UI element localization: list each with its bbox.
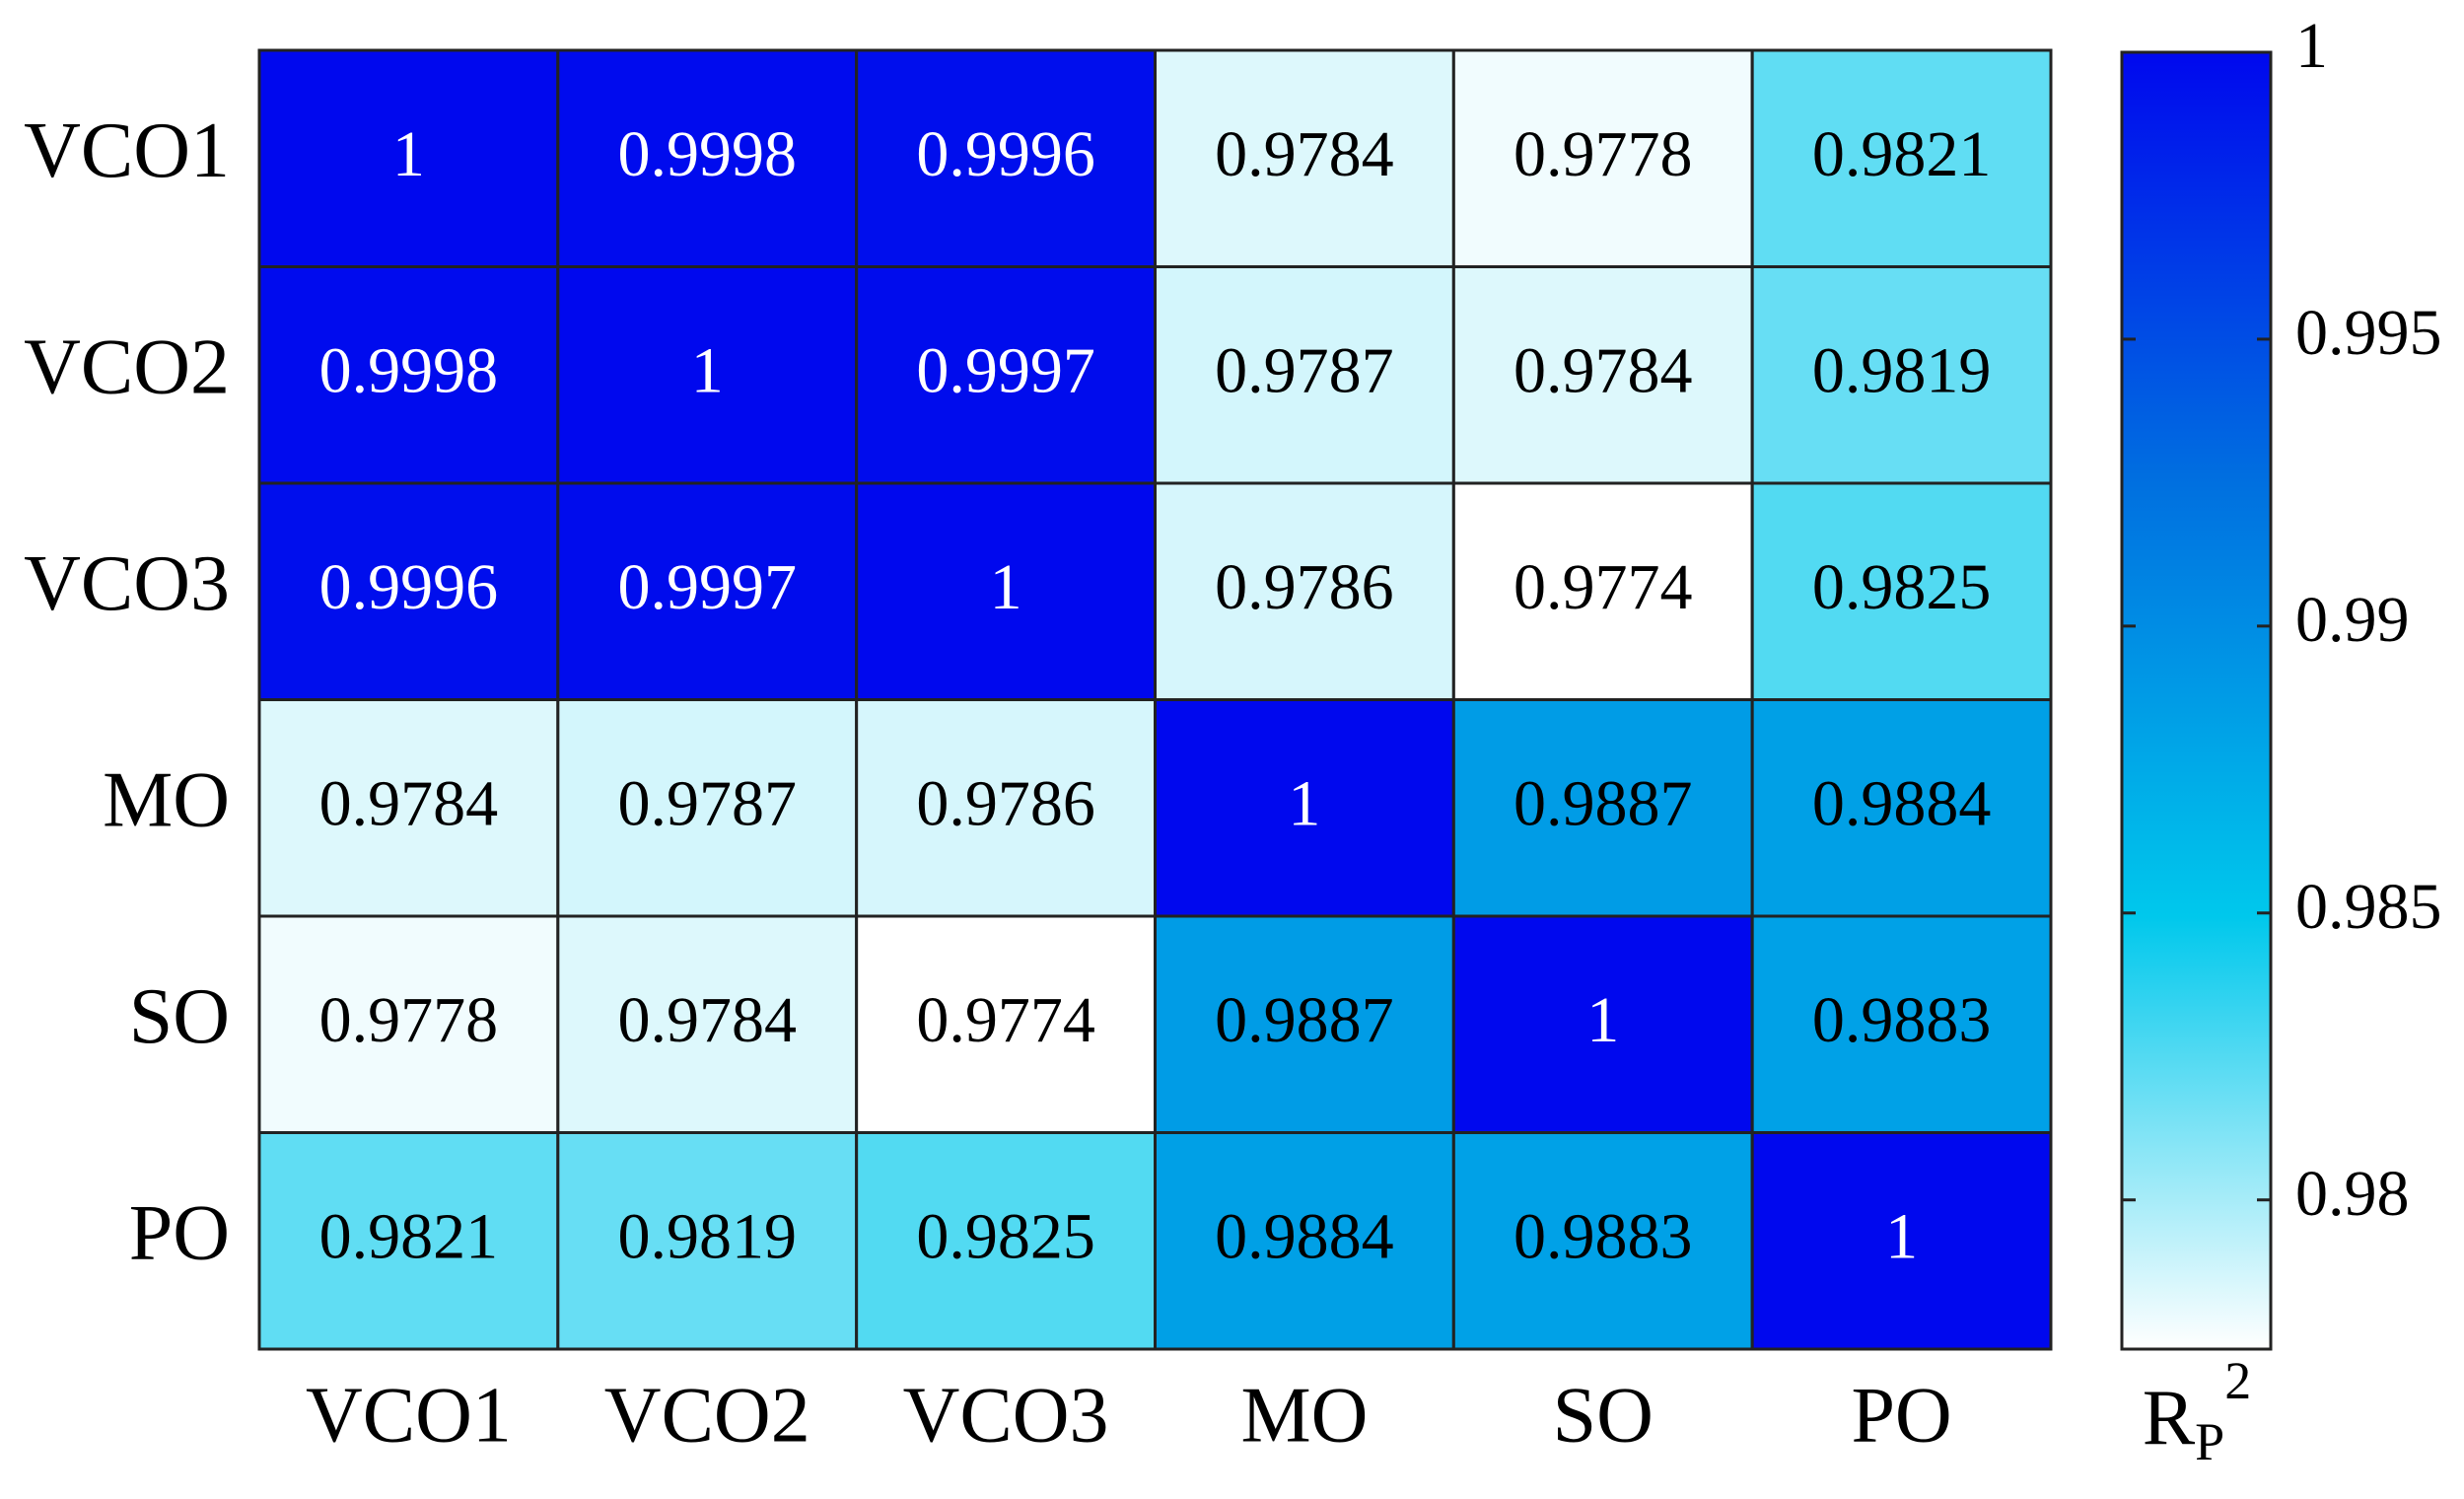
cell-label: 1 [990, 551, 1022, 623]
cell-label: 0.9821 [1812, 118, 1992, 190]
cell-label: 0.9784 [1215, 118, 1394, 190]
cell-label: 0.9778 [319, 984, 499, 1056]
heatmap-cell [1451, 698, 1754, 918]
cell-label: 0.9998 [618, 118, 798, 190]
cell-label: 0.9883 [1514, 1200, 1693, 1272]
plot-frame [257, 48, 2053, 1351]
heatmap-cell [556, 481, 859, 701]
heatmap-cell [1750, 1131, 2053, 1351]
cell-label: 0.9996 [916, 118, 1095, 190]
colorbar-tick-label: 1 [2295, 10, 2328, 82]
cell-label: 1 [1586, 984, 1619, 1056]
colorbar [2122, 52, 2271, 1349]
heatmap-cell [257, 914, 560, 1134]
cell-label: 0.9786 [1215, 551, 1394, 623]
heatmap-cell [1750, 265, 2053, 485]
heatmap-cell [1750, 48, 2053, 268]
heatmap-cell [257, 481, 560, 701]
cell-label: 0.9887 [1514, 767, 1693, 839]
cell-label: 0.9774 [1514, 551, 1693, 623]
colorbar-tick-label: 0.995 [2295, 297, 2442, 369]
heatmap-cell [257, 698, 560, 918]
heatmap-cell [1451, 1131, 1754, 1351]
heatmap-cell [1154, 265, 1455, 485]
cell-label: 0.9821 [319, 1200, 499, 1272]
cell-label: 0.9774 [916, 984, 1095, 1056]
heatmap-cell [1154, 698, 1455, 918]
cell-label: 0.9786 [916, 767, 1095, 839]
heatmap-cell [855, 698, 1158, 918]
cell-label: 0.9884 [1215, 1200, 1394, 1272]
cell-label: 0.9778 [1514, 118, 1693, 190]
heatmap-cell [1451, 914, 1754, 1134]
x-tick-label: MO [1240, 1372, 1368, 1459]
heatmap-cell [1154, 481, 1455, 701]
cell-label: 0.9819 [618, 1200, 798, 1272]
cell-label: 0.9784 [1514, 334, 1693, 406]
cell-label: 1 [392, 118, 425, 190]
cell-label: 0.9887 [1215, 984, 1394, 1056]
heatmap-cell [1451, 481, 1754, 701]
heatmap-cell [1154, 48, 1455, 268]
cell-label: 0.9883 [1812, 984, 1992, 1056]
colorbar-tick-label: 0.985 [2295, 871, 2442, 943]
cell-label: 0.9884 [1812, 767, 1992, 839]
x-tick-label: SO [1553, 1372, 1654, 1459]
cell-label: 0.9784 [319, 767, 499, 839]
cell-label: 1 [1288, 767, 1320, 839]
x-tick-label: VCO1 [306, 1372, 512, 1459]
colorbar-label-base: R [2143, 1375, 2196, 1462]
cell-label: 0.9825 [916, 1200, 1095, 1272]
heatmap-cell [855, 914, 1158, 1134]
heatmap-cell [1451, 48, 1754, 268]
heatmap-cell [556, 48, 859, 268]
x-tick-label: VCO3 [903, 1372, 1109, 1459]
heatmap-cell [1154, 914, 1455, 1134]
cell-label: 0.9819 [1812, 334, 1992, 406]
cell-label: 0.9784 [618, 984, 798, 1056]
heatmap-cell [1750, 481, 2053, 701]
cell-label: 0.9998 [319, 334, 499, 406]
colorbar-tick-label: 0.99 [2295, 584, 2410, 656]
colorbar-label: RP2 [2143, 1351, 2251, 1471]
cell-label: 1 [1885, 1200, 1918, 1272]
x-tick-label: PO [1851, 1372, 1951, 1459]
cell-label: 0.9996 [319, 551, 499, 623]
y-tick-label: MO [103, 757, 230, 844]
heatmap-cell [556, 265, 859, 485]
cell-label: 1 [691, 334, 724, 406]
heatmap-cell [257, 1131, 560, 1351]
cell-label: 0.9787 [618, 767, 798, 839]
y-tick-label: VCO2 [24, 324, 230, 411]
y-tick-label: SO [129, 973, 230, 1060]
colorbar-label-sup: 2 [2224, 1351, 2251, 1410]
heatmap-cell [257, 48, 560, 268]
y-tick-label: VCO3 [24, 540, 230, 627]
colorbar-label-sub: P [2195, 1412, 2224, 1471]
cell-label: 0.9787 [1215, 334, 1394, 406]
cell-label: 0.9997 [618, 551, 798, 623]
colorbar-tick-label: 0.98 [2295, 1158, 2410, 1230]
y-tick-label: PO [129, 1190, 230, 1277]
cell-label: 0.9997 [916, 334, 1095, 406]
x-tick-label: VCO2 [604, 1372, 810, 1459]
colorbar-frame [2120, 50, 2273, 1351]
y-tick-label: VCO1 [24, 107, 230, 194]
cell-label: 0.9825 [1812, 551, 1992, 623]
heatmap-cell [556, 698, 859, 918]
